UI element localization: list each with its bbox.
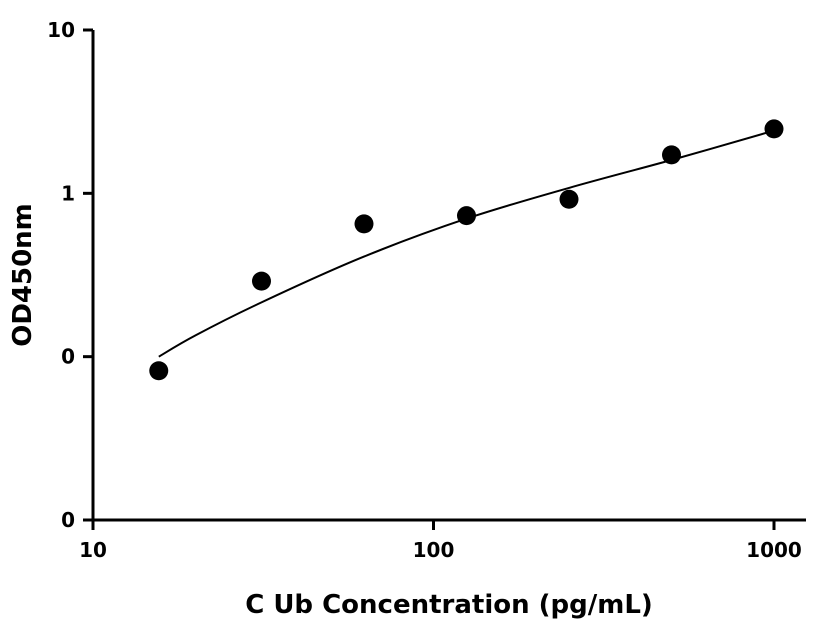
- data-point: [149, 361, 169, 381]
- y-tick-label: 0: [61, 345, 75, 369]
- axes: 10 100 1000 0 0 1 10: [47, 18, 806, 562]
- y-axis-title: OD450nm: [8, 203, 38, 347]
- data-points: [149, 119, 784, 381]
- fit-curve-layer: [158, 129, 775, 358]
- x-tick-label: 100: [413, 538, 455, 562]
- y-tick-label: 10: [47, 18, 75, 42]
- data-point: [764, 119, 784, 139]
- data-point: [354, 214, 374, 234]
- data-point: [661, 145, 681, 165]
- data-point: [559, 189, 579, 209]
- y-tick-label: 0: [61, 508, 75, 532]
- y-tick-label: 1: [61, 181, 75, 205]
- data-point: [456, 206, 476, 226]
- x-tick-label: 10: [79, 538, 107, 562]
- x-tick-label: 1000: [746, 538, 802, 562]
- fit-curve: [158, 129, 775, 358]
- data-point: [251, 271, 271, 291]
- x-axis-title: C Ub Concentration (pg/mL): [245, 590, 653, 620]
